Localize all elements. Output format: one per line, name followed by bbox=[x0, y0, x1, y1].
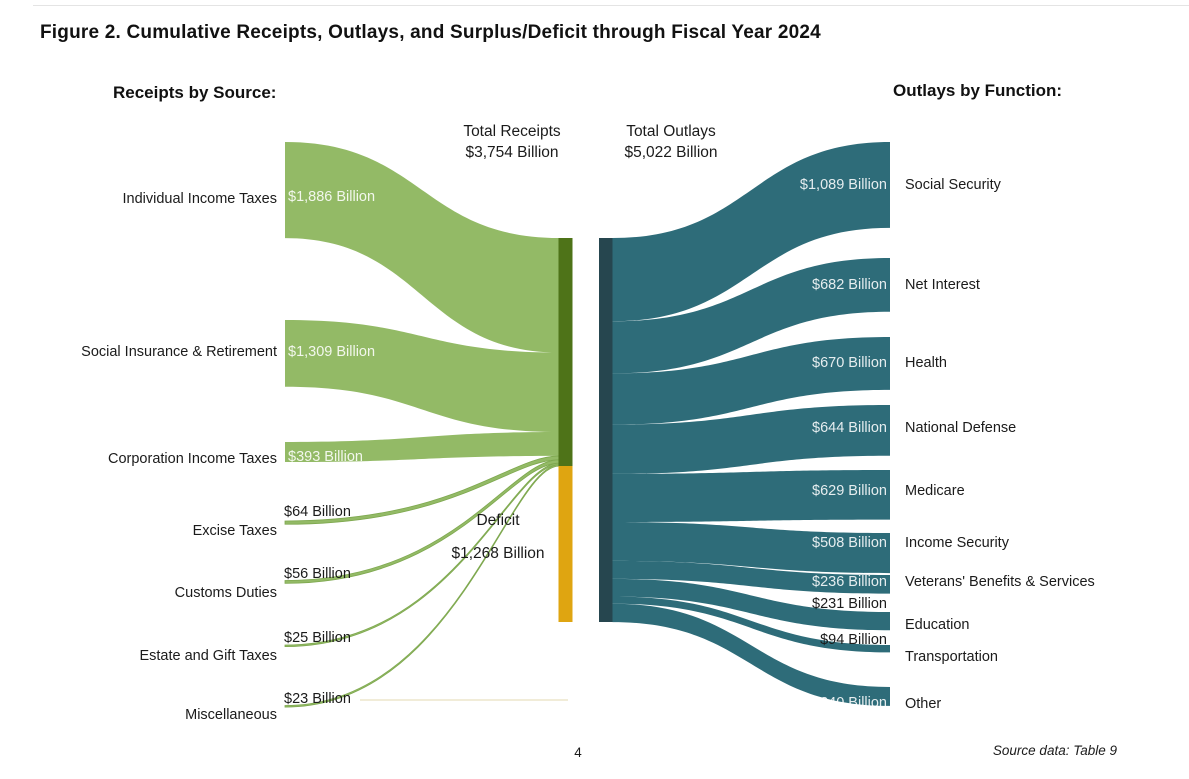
outlays-section-header: Outlays by Function: bbox=[893, 81, 1063, 100]
function-label-social-security: Social Security bbox=[905, 177, 1001, 193]
page-top-rule bbox=[33, 5, 1189, 6]
deficit-bar bbox=[558, 466, 573, 622]
source-label-customs-duties: Customs Duties bbox=[174, 585, 277, 601]
outlay-flow-education bbox=[612, 578, 890, 631]
source-value-individual-income-taxes: $1,886 Billion bbox=[288, 189, 376, 205]
function-value-income-security: $508 Billion bbox=[812, 535, 887, 551]
total-outlays-value: $5,022 Billion bbox=[624, 144, 718, 161]
source-value-social-insurance-retirement: $1,309 Billion bbox=[288, 344, 376, 360]
function-value-education: $231 Billion bbox=[812, 596, 887, 612]
function-value-other: $240 Billion bbox=[812, 695, 887, 711]
receipt-flow-social-insurance-retirement bbox=[285, 320, 559, 433]
function-label-other: Other bbox=[905, 696, 942, 712]
source-label-social-insurance-retirement: Social Insurance & Retirement bbox=[81, 344, 277, 360]
total-receipts-label: Total Receipts bbox=[463, 123, 561, 140]
deficit-label: Deficit bbox=[476, 512, 520, 529]
receipt-flow-miscellaneous bbox=[284, 464, 560, 708]
source-value-excise-taxes: $64 Billion bbox=[284, 504, 351, 520]
function-label-health: Health bbox=[905, 355, 947, 371]
function-label-income-security: Income Security bbox=[905, 535, 1009, 551]
total-outlays-annotation: Total Outlays $5,022 Billion bbox=[586, 121, 756, 163]
outlay-flow-veterans-benefits-services bbox=[612, 560, 890, 594]
receipt-flow-individual-income-taxes bbox=[285, 142, 559, 353]
function-label-national-defense: National Defense bbox=[905, 420, 1017, 436]
source-label-miscellaneous: Miscellaneous bbox=[185, 707, 277, 723]
source-label-individual-income-taxes: Individual Income Taxes bbox=[122, 191, 278, 207]
figure-title: Figure 2. Cumulative Receipts, Outlays, … bbox=[40, 22, 821, 43]
outlay-flow-other bbox=[612, 603, 890, 706]
page-number: 4 bbox=[574, 745, 582, 760]
total-receipts-bar bbox=[558, 238, 573, 466]
outlay-flow-social-security bbox=[612, 142, 890, 322]
source-label-excise-taxes: Excise Taxes bbox=[192, 523, 277, 539]
source-label-corporation-income-taxes: Corporation Income Taxes bbox=[108, 451, 277, 467]
function-label-medicare: Medicare bbox=[905, 483, 965, 499]
source-value-estate-and-gift-taxes: $25 Billion bbox=[284, 630, 351, 646]
miscellaneous-flow-hairline bbox=[360, 699, 568, 701]
deficit-annotation: Deficit $1,268 Billion bbox=[418, 512, 578, 563]
source-label-estate-and-gift-taxes: Estate and Gift Taxes bbox=[139, 648, 277, 664]
function-value-transportation: $94 Billion bbox=[820, 632, 887, 648]
function-label-net-interest: Net Interest bbox=[905, 277, 980, 293]
deficit-value: $1,268 Billion bbox=[451, 545, 545, 562]
outlay-flow-income-security bbox=[612, 521, 890, 574]
receipt-flow-corporation-income-taxes bbox=[285, 432, 559, 463]
function-label-veterans-benefits-services: Veterans' Benefits & Services bbox=[905, 574, 1095, 590]
outlay-flow-health bbox=[612, 337, 890, 425]
outlay-flow-national-defense bbox=[612, 405, 890, 474]
receipts-section-header: Receipts by Source: bbox=[113, 83, 277, 102]
function-value-health: $670 Billion bbox=[812, 355, 887, 371]
function-label-transportation: Transportation bbox=[905, 649, 998, 665]
function-value-net-interest: $682 Billion bbox=[812, 277, 887, 293]
outlay-flow-net-interest bbox=[612, 258, 890, 374]
function-value-medicare: $629 Billion bbox=[812, 483, 887, 499]
function-label-education: Education bbox=[905, 617, 970, 633]
function-value-social-security: $1,089 Billion bbox=[799, 177, 887, 193]
source-note: Source data: Table 9 bbox=[992, 743, 1117, 758]
total-receipts-value: $3,754 Billion bbox=[465, 144, 559, 161]
outlay-flow-transportation bbox=[612, 596, 890, 653]
total-outlays-bar bbox=[599, 238, 613, 622]
function-value-national-defense: $644 Billion bbox=[812, 420, 887, 436]
source-value-corporation-income-taxes: $393 Billion bbox=[288, 449, 363, 465]
total-outlays-label: Total Outlays bbox=[626, 123, 716, 140]
total-receipts-annotation: Total Receipts $3,754 Billion bbox=[427, 121, 597, 163]
function-value-veterans-benefits-services: $236 Billion bbox=[812, 574, 887, 590]
outlay-flow-medicare bbox=[612, 470, 890, 522]
source-value-miscellaneous: $23 Billion bbox=[284, 691, 351, 707]
source-value-customs-duties: $56 Billion bbox=[284, 566, 351, 582]
